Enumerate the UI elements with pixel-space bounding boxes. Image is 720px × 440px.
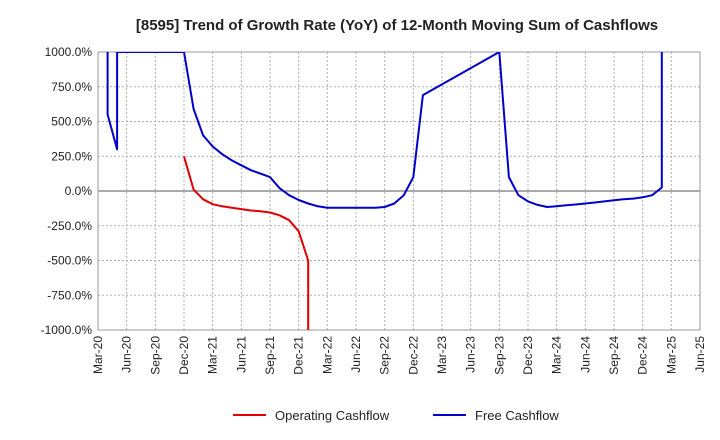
x-tick-label: Sep-23 — [492, 336, 506, 375]
y-tick-label: 250.0% — [51, 149, 92, 163]
x-tick-label: Dec-21 — [292, 336, 306, 375]
x-tick-label: Mar-20 — [91, 336, 105, 374]
x-tick-label: Jun-20 — [120, 336, 134, 373]
y-tick-label: 1000.0% — [45, 45, 93, 59]
plot-frame — [97, 51, 701, 331]
x-tick-label: Jun-25 — [693, 336, 707, 373]
series-layer — [106, 52, 663, 330]
x-tick-label: Jun-21 — [234, 336, 248, 373]
y-tick-label: 500.0% — [51, 115, 92, 129]
x-tick-label: Jun-24 — [578, 336, 592, 373]
x-axis: Mar-20 Jun-20 Sep-20 Dec-20 Mar-21 Jun-21 Sep-… — [91, 336, 707, 375]
x-tick-label: Sep-22 — [378, 336, 392, 375]
legend-label: Operating Cashflow — [275, 408, 390, 423]
grid — [97, 51, 701, 331]
x-tick-label: Mar-24 — [550, 336, 564, 374]
chart-title: [8595] Trend of Growth Rate (YoY) of 12-… — [136, 17, 658, 34]
legend-label: Free Cashflow — [475, 408, 559, 423]
x-tick-label: Mar-21 — [206, 336, 220, 374]
y-tick-label: 0.0% — [65, 184, 93, 198]
y-tick-label: -250.0% — [47, 219, 92, 233]
x-tick-label: Mar-22 — [320, 336, 334, 374]
x-tick-label: Dec-24 — [636, 336, 650, 375]
x-tick-label: Dec-22 — [406, 336, 420, 375]
x-tick-label: Sep-20 — [148, 336, 162, 375]
y-tick-label: -750.0% — [47, 288, 92, 302]
x-tick-label: Dec-20 — [177, 336, 191, 375]
x-tick-label: Mar-25 — [664, 336, 678, 374]
y-tick-label: -1000.0% — [41, 323, 93, 337]
x-tick-label: Jun-23 — [464, 336, 478, 373]
x-tick-label: Mar-23 — [435, 336, 449, 374]
x-tick-label: Jun-22 — [349, 336, 363, 373]
x-tick-label: Sep-21 — [263, 336, 277, 375]
series-line — [106, 52, 663, 209]
x-tick-label: Dec-23 — [521, 336, 535, 375]
legend: Operating Cashflow Free Cashflow — [233, 408, 559, 423]
y-axis: 1000.0% 750.0% 500.0% 250.0% 0.0% -250.0% -500… — [41, 45, 93, 337]
series-line — [183, 156, 310, 330]
y-tick-label: 750.0% — [51, 80, 92, 94]
y-tick-label: -500.0% — [47, 254, 92, 268]
x-tick-label: Sep-24 — [607, 336, 621, 375]
